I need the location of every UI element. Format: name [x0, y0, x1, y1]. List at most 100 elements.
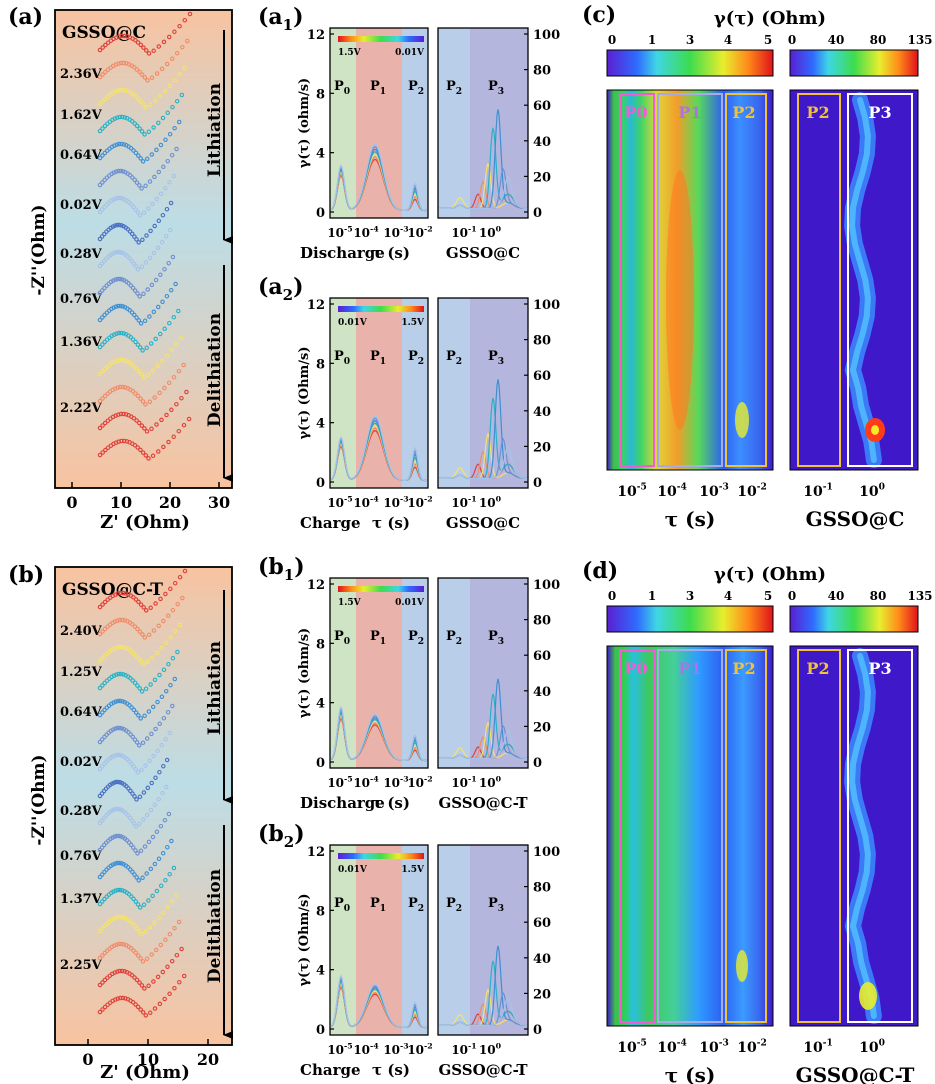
nyquist-point [119, 33, 125, 39]
nyquist-point [152, 861, 158, 867]
colorbar-tick: 1 [648, 33, 656, 47]
nyquist-point [154, 650, 160, 656]
ytick-label-right: 100 [533, 298, 560, 313]
nyquist-point [119, 726, 125, 731]
nyquist-point [140, 959, 146, 964]
region-box-p1 [657, 649, 723, 1023]
nyquist-point [111, 807, 117, 812]
voltage-label: 2.40V [60, 624, 103, 639]
nyquist-point [115, 591, 121, 596]
tau-tick-label: 10-4 [657, 482, 687, 500]
ytick-label: 0 [316, 756, 325, 771]
nyquist-point [177, 71, 182, 77]
nyquist-point [167, 131, 173, 137]
drt-sample: GSSO@C [446, 244, 520, 262]
tau-tick-label: 100 [859, 482, 885, 500]
nyquist-point [143, 763, 148, 768]
region-p1 [356, 578, 402, 768]
nyquist-point [137, 821, 142, 827]
nyquist-point [128, 676, 133, 681]
region-box-p2-right [797, 649, 841, 1023]
nyquist-point [133, 767, 139, 772]
panel-a-letter: (a) [8, 4, 43, 30]
colorbar-tick: 135 [907, 33, 932, 47]
colorbar-right-label: 1.5V [401, 865, 425, 875]
ytick-label-right: 20 [533, 440, 551, 455]
voltage-colorbar [338, 853, 424, 859]
nyquist-point [160, 212, 166, 218]
nyquist-point [154, 147, 159, 153]
ytick-label-right: 40 [533, 405, 551, 420]
nyquist-point [147, 758, 152, 764]
drt-xlabel: τ (s) [372, 794, 410, 812]
peak-label: P0 [334, 896, 350, 914]
voltage-colorbar [338, 36, 424, 42]
ytick-label: 0 [316, 476, 325, 491]
nyquist-point [151, 309, 157, 315]
nyquist-point [115, 698, 121, 704]
nyquist-point [132, 312, 137, 318]
nyquist-point [97, 739, 103, 745]
ytick-label: 8 [316, 87, 325, 102]
nyquist-point [154, 888, 160, 894]
nyquist-point [132, 624, 138, 629]
nyquist-point [97, 955, 103, 961]
nyquist-point [115, 385, 120, 390]
nyquist-point [149, 731, 154, 737]
nyquist-point [103, 69, 108, 75]
nyquist-point [163, 137, 168, 143]
nyquist-point [114, 142, 120, 147]
nyquist-point [146, 51, 152, 56]
colorbar-right [789, 49, 919, 77]
nyquist-point [159, 694, 165, 700]
nyquist-point [115, 887, 121, 893]
ytick-label-right: 80 [533, 64, 551, 79]
peak-label: P3 [488, 79, 504, 97]
nyquist-point [141, 210, 147, 216]
ytick-label-right: 100 [533, 578, 560, 593]
peak-label: P2 [408, 629, 424, 647]
nyquist-point [143, 402, 148, 407]
nyquist-point [100, 45, 105, 50]
nyquist-point [139, 932, 144, 937]
nyquist-point [162, 266, 167, 272]
nyquist-point [131, 204, 136, 210]
nyquist-point [158, 142, 164, 148]
nyquist-point [115, 806, 121, 812]
nyquist-point [125, 227, 131, 232]
nyquist-point [164, 353, 170, 359]
peak-label: P3 [488, 349, 504, 367]
nyquist-point [160, 969, 166, 975]
region-p3 [470, 578, 528, 768]
nyquist-point [100, 980, 105, 985]
voltage-label: 0.02V [60, 755, 103, 770]
nyquist-point [113, 196, 118, 201]
nyquist-point [157, 1001, 163, 1007]
nyquist-point [100, 450, 105, 455]
nyquist-point [141, 902, 147, 908]
nyquist-point [116, 249, 122, 255]
nyquist-point [111, 700, 116, 705]
nyquist-point [97, 371, 103, 377]
tau-tick-label: 10-1 [451, 225, 476, 240]
panel-b-xlabel: Z' (Ohm) [100, 1062, 190, 1083]
nyquist-point [97, 874, 103, 880]
ytick-label-right: 60 [533, 99, 551, 114]
nyquist-point [169, 407, 174, 413]
nyquist-point [135, 291, 140, 296]
nyquist-point [114, 222, 120, 228]
nyquist-point [177, 574, 183, 580]
nyquist-point [160, 358, 165, 364]
drt-series-left [330, 705, 427, 762]
nyquist-point [97, 317, 103, 323]
nyquist-point [144, 156, 150, 162]
voltage-label: 1.25V [60, 665, 103, 680]
nyquist-point [136, 599, 141, 605]
nyquist-point [143, 608, 149, 613]
nyquist-point [161, 667, 167, 673]
nyquist-point [148, 341, 154, 346]
heatmap-right [789, 645, 919, 1027]
heatmap-sample: GSSO@C-T [796, 1063, 915, 1084]
nyquist-point [131, 821, 137, 826]
heatmap-panel-d: (d) γ(τ) (Ohm) 0 1 3 4 5 0 40 80 135 P0 P1 P2 P2 P3 10-5… [582, 558, 933, 1084]
